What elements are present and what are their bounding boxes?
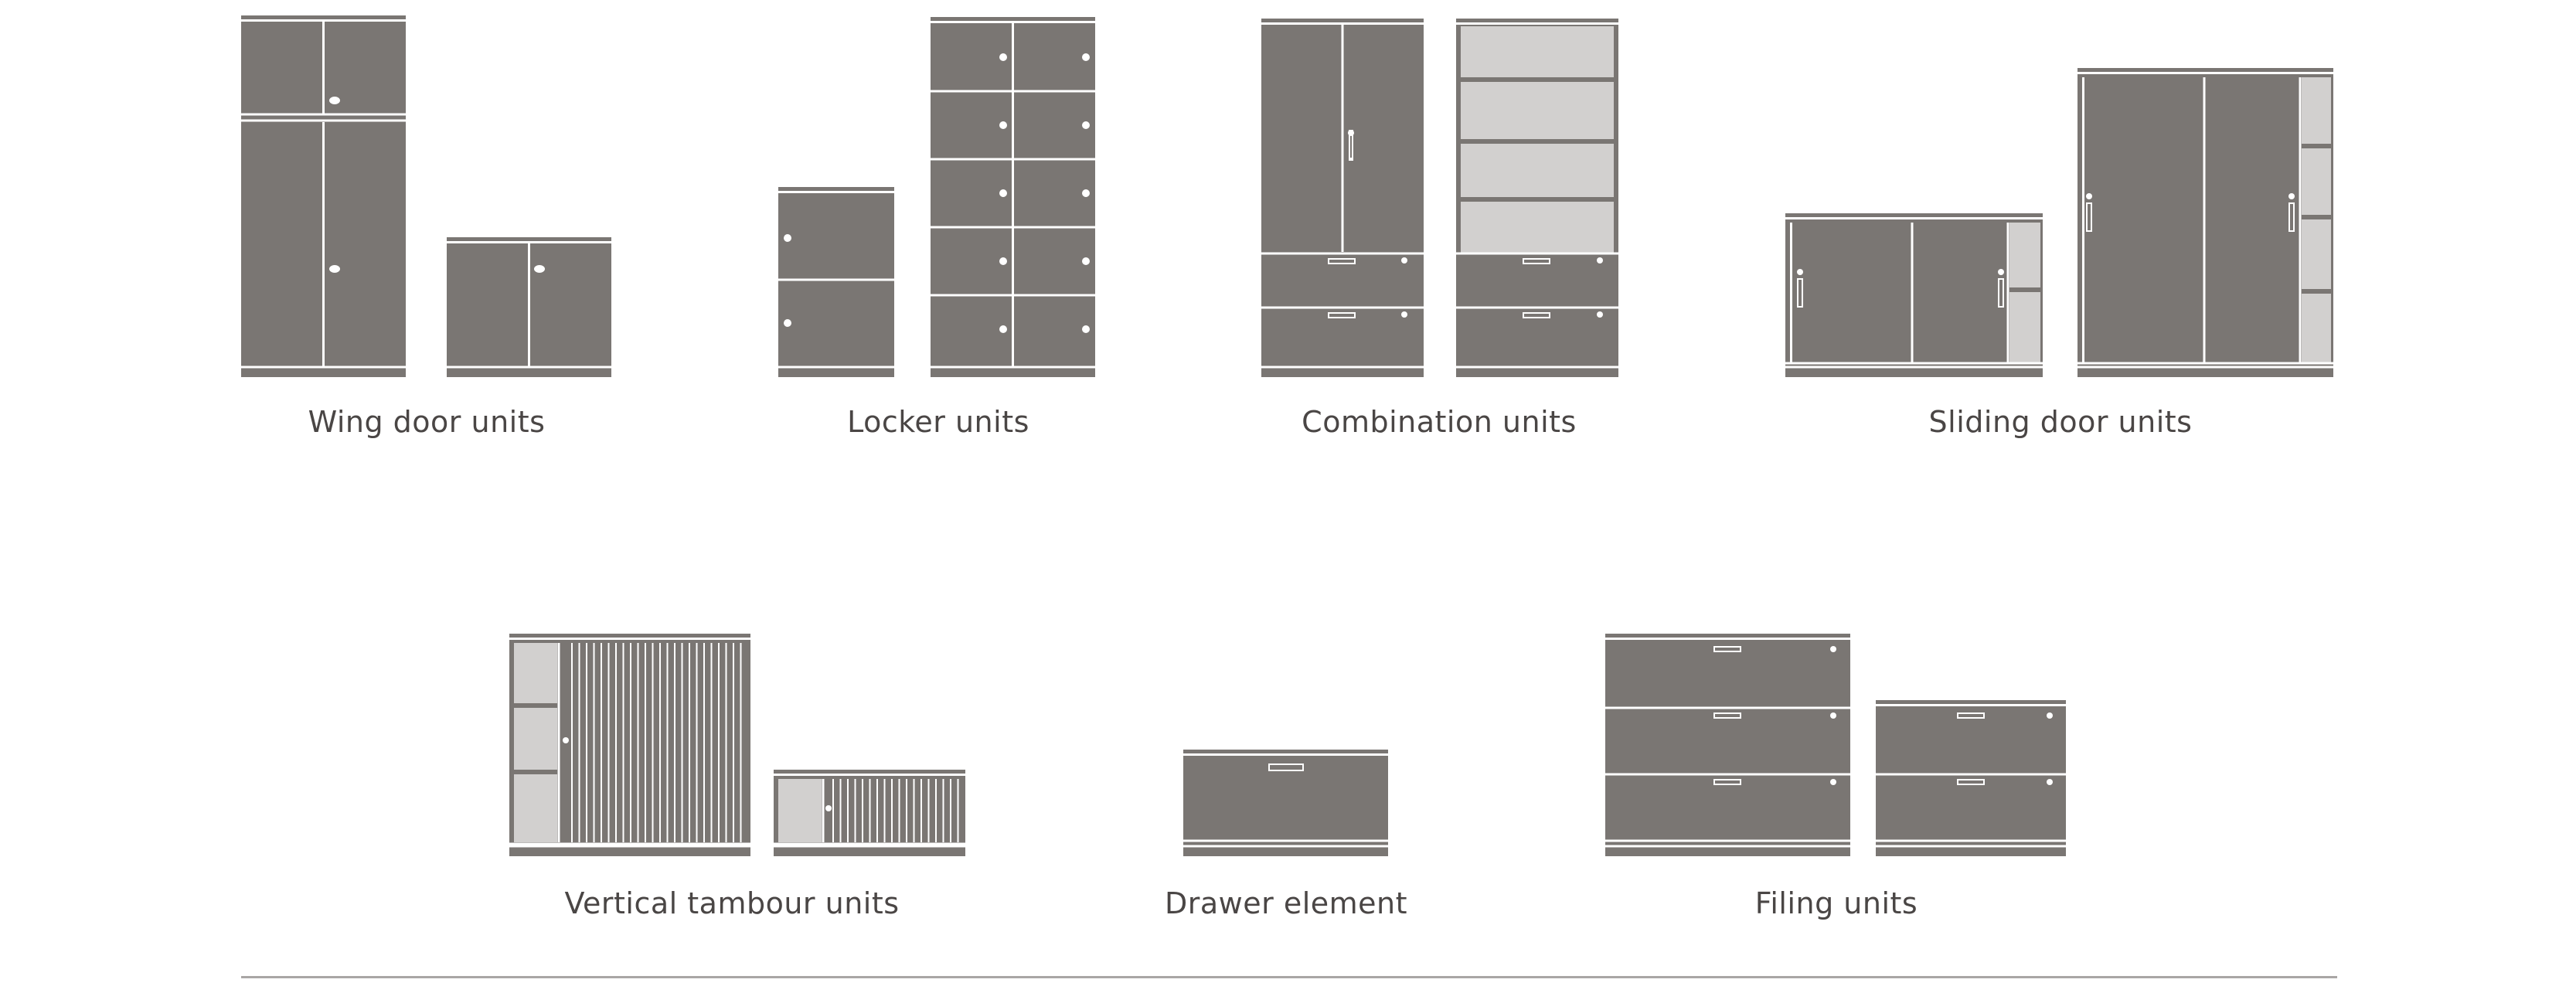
wing-door-unit-icon: [241, 15, 611, 377]
drawer-element-icon: [1183, 750, 1388, 856]
tambour-unit-icon: [509, 634, 965, 856]
sliding-door-unit-icon: [1785, 68, 2333, 377]
caption-locker-units: Locker units: [847, 405, 1029, 439]
caption-wing-door-units: Wing door units: [308, 405, 546, 439]
caption-filing-units: Filing units: [1754, 886, 1918, 920]
divider-rule: [241, 976, 2337, 978]
caption-sliding-door-units: Sliding door units: [1928, 405, 2193, 439]
caption-drawer-element: Drawer element: [1164, 886, 1408, 920]
combination-unit-icon: [1261, 19, 1618, 377]
locker-unit-icon: [778, 17, 1095, 377]
filing-unit-icon: [1605, 634, 2066, 856]
caption-combination-units: Combination units: [1302, 405, 1577, 439]
caption-vertical-tambour-units: Vertical tambour units: [564, 886, 900, 920]
